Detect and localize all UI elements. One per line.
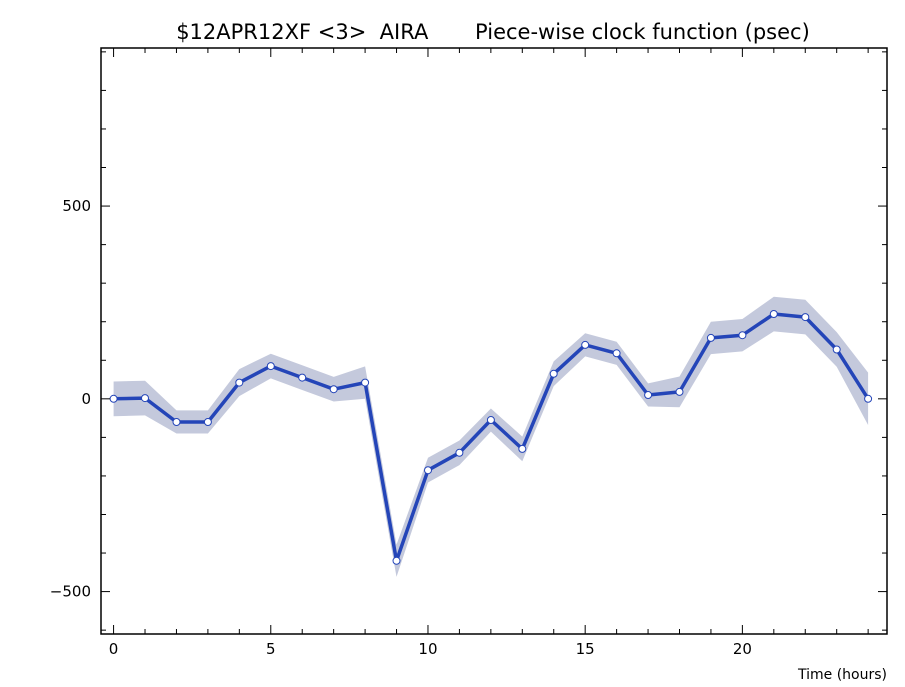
- data-point: [266, 362, 275, 371]
- series-line-layer: [113, 312, 870, 563]
- data-point: [203, 418, 212, 426]
- data-point: [549, 369, 558, 378]
- data-point: [298, 373, 307, 382]
- data-point: [486, 416, 495, 424]
- data-point: [801, 313, 810, 322]
- x-axis-label: Time (hours): [797, 667, 887, 683]
- data-point: [706, 333, 715, 342]
- x-tick-label: 15: [576, 640, 595, 658]
- y-tick-label: 0: [81, 390, 91, 408]
- data-point: [675, 387, 684, 396]
- data-point: [738, 331, 747, 340]
- data-point: [172, 418, 181, 426]
- data-point: [864, 394, 873, 403]
- data-point: [612, 349, 621, 358]
- x-tick-label: 0: [109, 640, 119, 658]
- error-band-layer: [113, 296, 869, 577]
- data-point: [769, 310, 778, 318]
- data-point: [361, 378, 370, 387]
- data-point: [455, 448, 464, 457]
- data-point: [235, 378, 244, 387]
- y-tick-label: −500: [50, 583, 91, 601]
- axis-ticks: [101, 48, 887, 634]
- data-point: [109, 394, 118, 403]
- x-tick-label: 5: [266, 640, 276, 658]
- x-tick-label: 20: [733, 640, 752, 658]
- x-tick-label: 10: [418, 640, 437, 658]
- data-point: [832, 345, 841, 354]
- plot-frame: [100, 47, 888, 635]
- series-line: [113, 312, 870, 563]
- data-point: [518, 444, 527, 453]
- error-band: [113, 296, 869, 577]
- tick-labels: 0 5 10 15 20 −500 0 500: [50, 197, 752, 658]
- data-point: [644, 391, 653, 399]
- chart-title: $12APR12XF <3> AIRA Piece-wise clock fun…: [176, 20, 810, 44]
- data-point-layer: [109, 310, 873, 565]
- data-point: [424, 466, 432, 475]
- data-point: [141, 394, 149, 403]
- data-point: [329, 385, 338, 394]
- y-tick-label: 500: [62, 197, 91, 215]
- data-point: [392, 556, 401, 565]
- data-point: [581, 340, 590, 349]
